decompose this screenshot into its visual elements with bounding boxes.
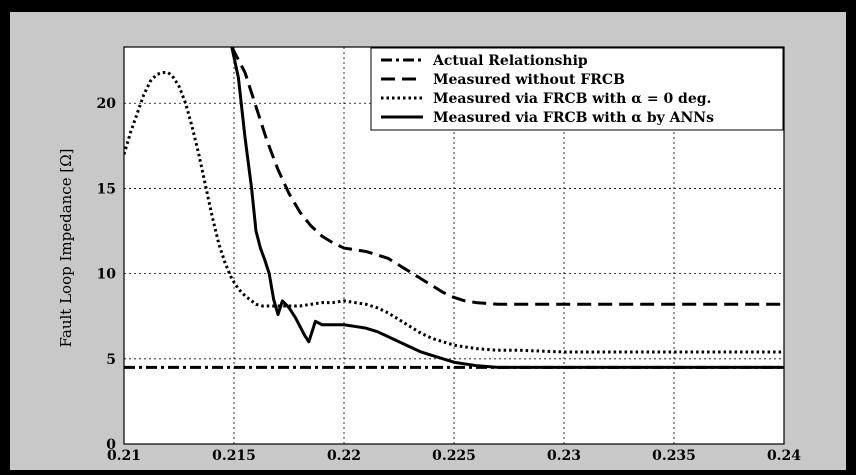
tick-labels: 0.21 0.215 0.22 0.225 0.23 0.235 0.24 0 5 10 15 20 <box>97 96 802 464</box>
y-tick-label: 10 <box>97 267 117 283</box>
series-lines <box>124 47 784 369</box>
x-tick-label: 0.235 <box>652 448 696 464</box>
y-tick-label: 15 <box>97 181 116 197</box>
x-tick-label: 0.21 <box>107 448 141 464</box>
y-axis-label: Fault Loop Impedance [Ω] <box>57 149 75 348</box>
y-tick-label: 20 <box>97 96 117 112</box>
legend: Actual Relationship Measured without FRCB… <box>370 47 784 131</box>
x-tick-label: 0.23 <box>547 448 581 464</box>
x-tick-label: 0.22 <box>327 448 361 464</box>
x-tick-label: 0.225 <box>432 448 476 464</box>
y-tick-label: 0 <box>106 437 116 453</box>
series-line-1 <box>230 47 784 306</box>
legend-box <box>370 47 784 131</box>
legend-label: Actual Relationship <box>432 53 588 69</box>
y-tick-label: 5 <box>106 352 116 368</box>
x-tick-label: 0.24 <box>767 448 801 464</box>
x-tick-label: 0.215 <box>212 448 256 464</box>
legend-label: Measured without FRCB <box>433 72 625 88</box>
legend-label: Measured via FRCB with α by ANNs <box>433 110 714 126</box>
series-line-3 <box>230 47 784 369</box>
plot-border <box>123 46 785 445</box>
series-line-2 <box>124 71 784 354</box>
legend-label: Measured via FRCB with α = 0 deg. <box>433 91 711 107</box>
